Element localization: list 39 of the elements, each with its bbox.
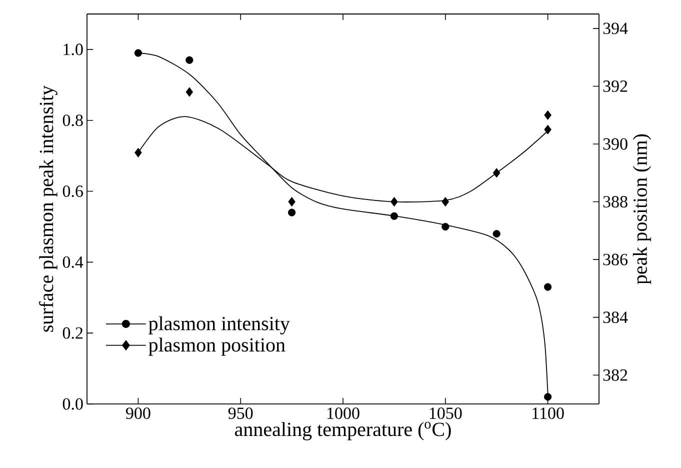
x-tick-label: 1100 (532, 408, 564, 419)
point (288, 196, 296, 207)
legend-label: plasmon position (148, 338, 286, 356)
point (442, 196, 450, 207)
x-tick-label: 1000 (327, 408, 360, 419)
point (288, 208, 296, 216)
y-tick-label: 0.0 (62, 398, 83, 410)
point (186, 56, 194, 64)
y2-tick-label: 392 (603, 80, 628, 92)
point (390, 212, 398, 220)
y-tick-label: 1.0 (64, 44, 83, 56)
y2-axis-title: peak position (nm) (632, 134, 652, 284)
point (492, 230, 500, 238)
point (134, 49, 142, 57)
y-tick-label: 0.8 (62, 114, 83, 126)
point (442, 222, 450, 231)
y2-tick-label: 384 (603, 312, 628, 324)
y2-tick-label: 394 (603, 22, 628, 34)
y2-tick-label: 390 (603, 138, 628, 150)
x-tick-label: 1050 (430, 408, 462, 419)
point (492, 168, 500, 178)
x-tick-label: 950 (228, 408, 253, 419)
point (544, 393, 552, 401)
y-axis-title: surface plasmon peak intensity (38, 85, 58, 332)
y2-tick-label: 388 (603, 196, 628, 208)
legend-label: plasmon intensity (148, 316, 290, 334)
point (390, 196, 398, 207)
point (186, 87, 194, 97)
y-tick-label: 0.4 (62, 256, 84, 268)
point (544, 283, 552, 291)
x-tick-label: 900 (126, 408, 150, 419)
x-axis-title: annealing temperature ($^{o}$C) (235, 422, 451, 440)
y2-tick-label: 382 (603, 369, 628, 381)
y-tick-label: 0.6 (62, 185, 83, 198)
point (544, 124, 552, 134)
y2-tick-label: 386 (603, 254, 628, 266)
y-tick-label: 0.2 (62, 327, 83, 339)
point (544, 110, 552, 120)
point (134, 148, 142, 158)
